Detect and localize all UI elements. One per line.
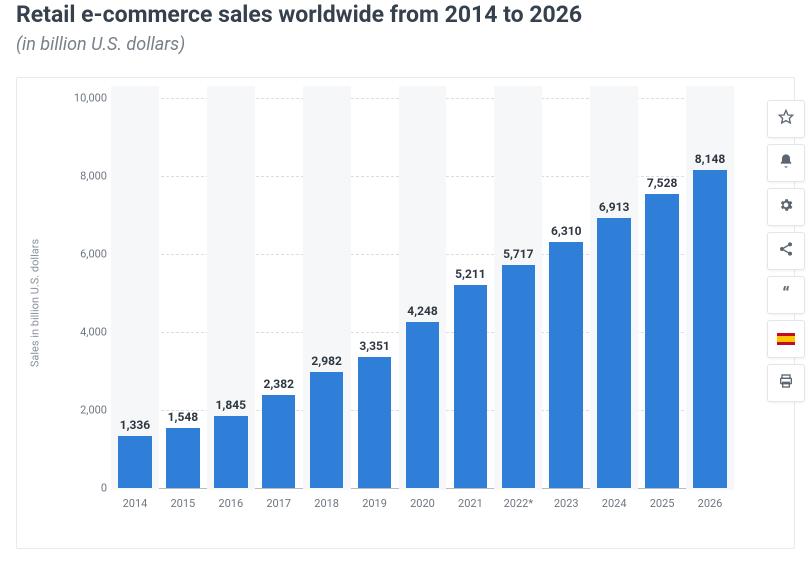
bar-column: 2,3822017 (255, 98, 303, 488)
bar-value-label: 5,211 (455, 267, 486, 281)
bar[interactable] (310, 372, 344, 488)
bar-column: 1,3362014 (111, 98, 159, 488)
bar-value-label: 8,148 (695, 152, 726, 166)
x-tick-label: 2026 (698, 497, 723, 510)
bar[interactable] (214, 416, 248, 488)
bar-column: 7,5282025 (638, 98, 686, 488)
y-tick-label: 0 (63, 481, 107, 494)
bar[interactable] (693, 170, 727, 488)
bell-icon (778, 153, 794, 173)
bar-value-label: 5,717 (503, 247, 534, 261)
bar[interactable] (454, 285, 488, 488)
bar-value-label: 6,913 (599, 200, 630, 214)
bar-column: 6,3102023 (542, 98, 590, 488)
bar-column: 1,8452016 (207, 98, 255, 488)
bar-column: 1,5482015 (159, 98, 207, 488)
x-tick-label: 2022* (504, 497, 533, 510)
print-icon (778, 373, 794, 393)
bar[interactable] (549, 242, 583, 488)
bar[interactable] (645, 194, 679, 488)
bar[interactable] (166, 428, 200, 488)
x-tick-label: 2023 (554, 497, 579, 510)
share-icon (778, 241, 794, 261)
bar-value-label: 2,982 (311, 354, 342, 368)
settings-button[interactable] (767, 188, 805, 226)
bar-value-label: 4,248 (407, 304, 438, 318)
y-tick-label: 10,000 (63, 91, 107, 104)
bar[interactable] (502, 265, 536, 488)
x-tick-label: 2020 (410, 497, 435, 510)
y-tick-label: 2,000 (63, 403, 107, 416)
bar-value-label: 3,351 (359, 339, 390, 353)
bar-column: 4,2482020 (399, 98, 447, 488)
bar-value-label: 2,382 (263, 377, 294, 391)
action-toolbar: “ (767, 100, 811, 402)
x-tick-label: 2017 (266, 497, 291, 510)
bar[interactable] (597, 218, 631, 488)
x-tick-label: 2016 (218, 497, 243, 510)
favorite-button[interactable] (767, 100, 805, 138)
page-title: Retail e-commerce sales worldwide from 2… (16, 0, 795, 30)
bar[interactable] (118, 436, 152, 488)
bar-column: 2,9822018 (303, 98, 351, 488)
chart-plot: 02,0004,0006,0008,00010,0001,33620141,54… (111, 98, 734, 488)
bar-value-label: 1,845 (216, 398, 247, 412)
page-subtitle: (in billion U.S. dollars) (16, 34, 795, 55)
bar-column: 8,1482026 (686, 98, 734, 488)
bar-value-label: 7,528 (647, 176, 678, 190)
x-tick-label: 2018 (314, 497, 339, 510)
x-tick-label: 2025 (650, 497, 675, 510)
y-tick-label: 4,000 (63, 325, 107, 338)
bar[interactable] (262, 395, 296, 488)
y-axis-label: Sales in billion U.S. dollars (29, 239, 42, 367)
bar-column: 5,7172022* (494, 98, 542, 488)
bar-value-label: 6,310 (551, 224, 582, 238)
x-tick-label: 2014 (123, 497, 148, 510)
y-tick-label: 6,000 (63, 247, 107, 260)
flag-es-icon (777, 333, 795, 345)
x-tick-label: 2015 (171, 497, 196, 510)
x-tick-label: 2021 (458, 497, 483, 510)
bar-value-label: 1,336 (120, 418, 151, 432)
quote-icon: “ (782, 286, 789, 304)
x-tick-label: 2019 (362, 497, 387, 510)
bars-row: 1,33620141,54820151,84520162,38220172,98… (111, 98, 734, 488)
chart-panel: Sales in billion U.S. dollars 02,0004,00… (16, 77, 795, 549)
bar-column: 6,9132024 (590, 98, 638, 488)
language-button[interactable] (767, 320, 805, 358)
bar-value-label: 1,548 (168, 410, 199, 424)
gear-icon (778, 197, 794, 217)
print-button[interactable] (767, 364, 805, 402)
x-tick-label: 2024 (602, 497, 627, 510)
share-button[interactable] (767, 232, 805, 270)
y-tick-label: 8,000 (63, 169, 107, 182)
bar[interactable] (406, 322, 440, 488)
bar-column: 5,2112021 (446, 98, 494, 488)
alert-button[interactable] (767, 144, 805, 182)
bar-column: 3,3512019 (351, 98, 399, 488)
cite-button[interactable]: “ (767, 276, 805, 314)
bar[interactable] (358, 357, 392, 488)
star-icon (778, 109, 794, 129)
